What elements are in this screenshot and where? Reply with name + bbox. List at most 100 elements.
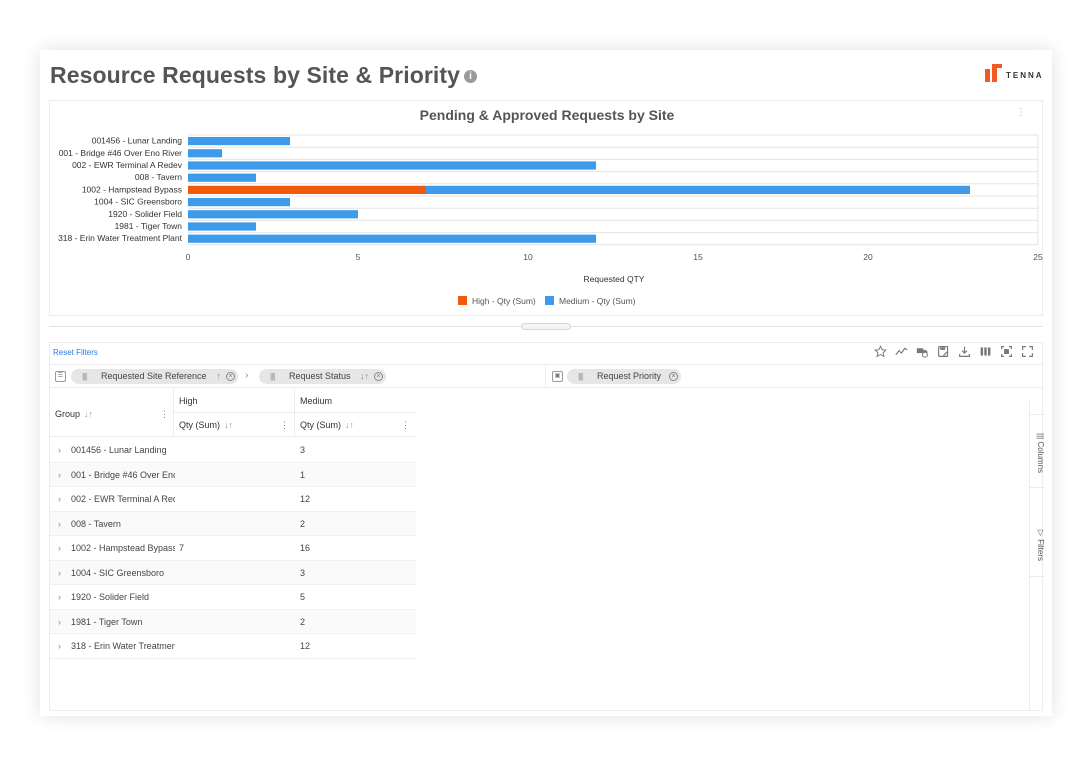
chip-request-priority[interactable]: |||| Request Priority × (567, 369, 681, 384)
save-report-icon[interactable] (935, 345, 952, 360)
trend-icon[interactable] (893, 345, 910, 360)
bar-medium (426, 185, 970, 194)
table-row[interactable]: › 1002 - Hampstead Bypass 7 16 (50, 536, 416, 561)
pivot-bar: ☰ |||| Requested Site Reference ↑ × › ||… (50, 364, 1044, 388)
tenna-logo-text: TENNA (1006, 71, 1044, 80)
drag-handle-icon[interactable]: |||| (270, 372, 275, 381)
medium-group-header: Medium (295, 389, 416, 413)
bar-medium (188, 234, 596, 243)
legend-swatch (458, 296, 467, 305)
table-row[interactable]: › 1004 - SIC Greensboro 3 (50, 560, 416, 585)
requests-bar-chart: Pending & Approved Requests by Site 00145… (58, 107, 1043, 306)
tenna-logo-mark (985, 64, 1002, 82)
category-label: 1002 - Hampstead Bypass (82, 184, 182, 194)
sort-icon[interactable]: ↓↑ (84, 409, 94, 419)
sort-icon[interactable]: ↑ (216, 371, 222, 381)
reset-filters-link[interactable]: Reset Filters (53, 348, 98, 357)
filter-icon: ▽ (1036, 528, 1045, 538)
table-row[interactable]: › 002 - EWR Terminal A Rede 12 (50, 487, 416, 512)
columns-icon[interactable] (977, 345, 994, 360)
category-label: 008 - Tavern (135, 172, 182, 182)
chevron-right-icon[interactable]: › (58, 592, 61, 602)
chevron-right-icon: › (245, 370, 249, 381)
bar-medium (188, 198, 290, 207)
bar-medium (188, 210, 358, 219)
chevron-right-icon[interactable]: › (58, 494, 61, 504)
category-label: 001456 - Lunar Landing (92, 136, 183, 146)
column-menu-icon[interactable]: ⋮ (280, 420, 289, 430)
table-row[interactable]: › 001 - Bridge #46 Over Eno 1 (50, 462, 416, 487)
chart-menu-icon[interactable]: ⋮ (1016, 107, 1026, 118)
info-icon[interactable]: i (464, 70, 478, 83)
tab-columns[interactable]: ||| Columns (1036, 432, 1045, 474)
remove-chip-icon[interactable]: × (226, 372, 235, 381)
high-group-header: High (174, 389, 295, 413)
sort-icon[interactable]: ↓↑ (345, 420, 355, 430)
chevron-right-icon[interactable]: › (58, 567, 61, 578)
row-groups-icon: ☰ (55, 371, 66, 382)
sort-icon[interactable]: ↓↑ (360, 371, 369, 381)
x-tick-label: 10 (523, 252, 533, 262)
grid-toolbar (872, 345, 1036, 360)
high-qty-header[interactable]: Qty (Sum) ↓↑ ⋮ (174, 413, 295, 437)
table-row[interactable]: › 008 - Tavern 2 (50, 511, 416, 536)
legend-label: High - Qty (Sum) (472, 296, 536, 306)
pivot-grid-panel: Reset Filters ☰ |||| Requested Site Refe… (49, 342, 1045, 711)
column-menu-icon[interactable]: ⋮ (160, 409, 169, 419)
legend-label: Medium - Qty (Sum) (559, 296, 636, 306)
category-label: 318 - Erin Water Treatment Plant (58, 233, 183, 243)
chevron-right-icon[interactable]: › (58, 641, 61, 651)
remove-chip-icon[interactable]: × (374, 372, 383, 381)
category-label: 002 - EWR Terminal A Redev (72, 160, 183, 170)
bar-medium (188, 161, 596, 170)
sort-icon[interactable]: ↓↑ (224, 420, 234, 430)
category-label: 1920 - Solider Field (108, 209, 182, 219)
column-pivot-icon: ▣ (552, 371, 563, 382)
x-tick-label: 5 (356, 252, 361, 262)
remove-chip-icon[interactable]: × (669, 372, 678, 381)
side-tool-panel: ||| Columns ▽ Filters (1029, 399, 1045, 710)
download-icon[interactable] (956, 345, 973, 360)
chevron-right-icon[interactable]: › (58, 616, 61, 627)
tenna-logo: TENNA (984, 62, 1044, 84)
bar-medium (188, 222, 256, 231)
legend-swatch (545, 296, 554, 305)
bar-high (188, 185, 426, 194)
x-tick-label: 15 (693, 252, 703, 262)
tab-filters[interactable]: ▽ Filters (1036, 528, 1045, 562)
group-header[interactable]: Group ↓↑ ⋮ (50, 389, 174, 437)
bar-medium (188, 137, 290, 146)
x-tick-label: 0 (186, 252, 191, 262)
page-title: Resource Requests by Site & Priority i (50, 62, 478, 89)
category-label: 001 - Bridge #46 Over Eno River (59, 148, 182, 158)
column-menu-icon[interactable]: ⋮ (401, 420, 410, 430)
chip-requested-site-reference[interactable]: |||| Requested Site Reference ↑ × (71, 369, 238, 384)
fit-icon[interactable] (998, 345, 1015, 360)
table-row[interactable]: › 001456 - Lunar Landing 3 (50, 438, 416, 463)
chevron-right-icon[interactable]: › (58, 445, 61, 455)
table-row[interactable]: › 318 - Erin Water Treatment 12 (50, 634, 416, 659)
chip-request-status[interactable]: |||| Request Status ↓↑ × (259, 369, 386, 384)
pivot-divider (545, 365, 546, 387)
x-axis-label: Requested QTY (584, 274, 645, 284)
dashboard-card: Resource Requests by Site & Priority i TE… (40, 50, 1052, 716)
chevron-right-icon[interactable]: › (58, 518, 61, 529)
chart-panel: ⋮ Pending & Approved Requests by Site 001… (49, 100, 1043, 316)
drag-handle-icon[interactable]: |||| (82, 372, 87, 381)
chevron-right-icon[interactable]: › (58, 469, 61, 480)
star-icon[interactable] (872, 345, 889, 360)
drag-handle-icon[interactable]: |||| (578, 372, 583, 381)
splitter-handle[interactable] (521, 323, 571, 330)
chevron-right-icon[interactable]: › (58, 543, 61, 553)
table-row[interactable]: › 1920 - Solider Field 5 (50, 585, 416, 610)
category-label: 1981 - Tiger Town (115, 221, 183, 231)
x-tick-label: 25 (1033, 252, 1043, 262)
category-label: 1004 - SIC Greensboro (94, 197, 182, 207)
expand-icon[interactable] (1019, 345, 1036, 360)
bar-medium (188, 149, 222, 158)
truck-clock-icon[interactable] (914, 345, 931, 360)
table-row[interactable]: › 1981 - Tiger Town 2 (50, 609, 416, 634)
bar-medium (188, 173, 256, 182)
medium-qty-header[interactable]: Qty (Sum) ↓↑ ⋮ (295, 413, 416, 437)
columns-icon: ||| (1036, 432, 1045, 440)
